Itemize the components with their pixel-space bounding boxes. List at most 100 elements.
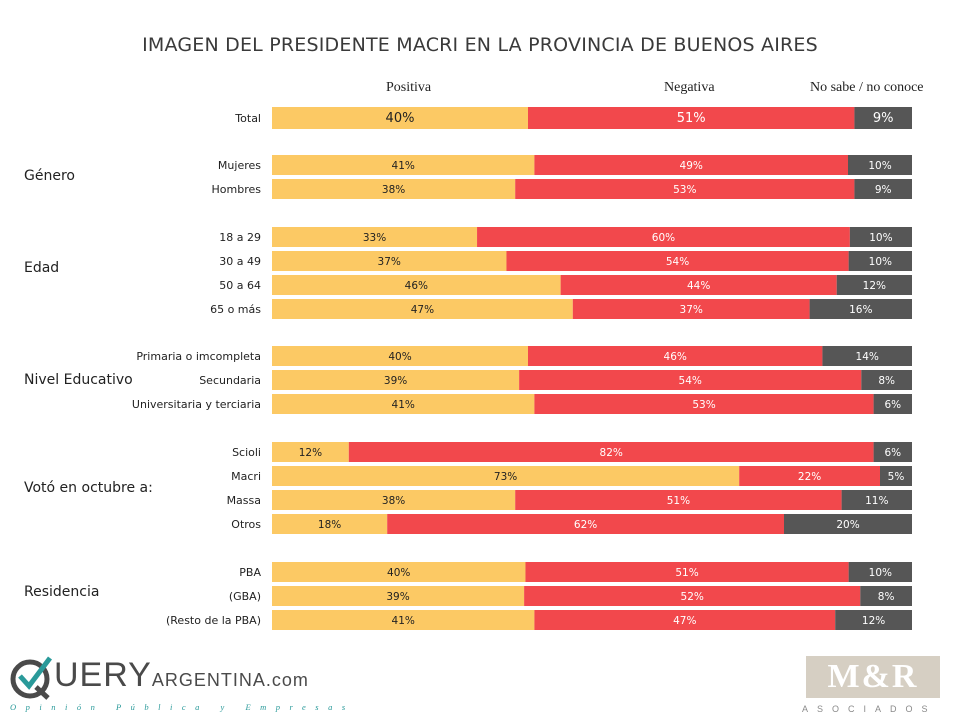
row-label: 30 a 49 (219, 255, 261, 268)
data-label: 60% (652, 232, 675, 244)
bar-segment (528, 107, 855, 129)
data-label: 38% (382, 184, 405, 196)
row-label: Otros (231, 518, 261, 531)
data-label: 8% (878, 591, 895, 603)
data-label: 39% (384, 375, 407, 387)
bar-segment (348, 442, 874, 462)
data-label: 49% (680, 160, 703, 172)
data-label: 6% (884, 399, 901, 411)
data-label: 5% (888, 471, 905, 483)
mr-asociados-logo: M&R ASOCIADOS (790, 654, 950, 718)
bar-segment (272, 179, 516, 199)
data-label: 51% (667, 495, 690, 507)
data-label: 41% (392, 399, 415, 411)
data-label: 47% (411, 304, 434, 316)
bar-segment (272, 227, 478, 247)
bar-segment (272, 586, 525, 606)
bar-segment (560, 275, 837, 295)
bar-segment (387, 514, 784, 534)
mr-subtitle: ASOCIADOS (802, 704, 937, 714)
data-label: 10% (869, 567, 892, 579)
data-label: 33% (363, 232, 386, 244)
data-label: 10% (869, 232, 892, 244)
data-label: 53% (692, 399, 715, 411)
data-label: 10% (868, 160, 891, 172)
data-label: 51% (677, 111, 706, 126)
bar-segment (272, 275, 561, 295)
bar-segment (848, 562, 912, 582)
bar-segment (860, 586, 912, 606)
bar-segment (835, 610, 912, 630)
row-label: Mujeres (218, 159, 261, 172)
bar-segment (272, 394, 535, 414)
bar-segment (519, 370, 862, 390)
row-label: 18 a 29 (219, 231, 261, 244)
bar-segment (873, 394, 912, 414)
bar-segment (849, 227, 912, 247)
data-label: 37% (680, 304, 703, 316)
mr-box: M&R (806, 656, 940, 698)
data-label: 10% (869, 256, 892, 268)
legend-negative: Negativa (664, 80, 715, 95)
data-label: 62% (574, 519, 597, 531)
bar-segment (515, 490, 842, 510)
bar-segment (477, 227, 850, 247)
data-label: 40% (386, 111, 415, 126)
query-check-icon (10, 656, 52, 700)
bar-segment (524, 586, 861, 606)
row-label: (GBA) (229, 590, 261, 603)
bar-segment (272, 251, 507, 271)
data-label: 12% (862, 615, 885, 627)
group-label: Edad (24, 260, 59, 276)
bar-segment (272, 370, 520, 390)
bar-segment (848, 251, 912, 271)
row-label: Macri (231, 470, 261, 483)
bar-segment (272, 107, 528, 129)
bar-segment (739, 466, 880, 486)
data-label: 41% (392, 160, 415, 172)
legend-unknown: No sabe / no conoce (810, 80, 924, 95)
data-label: 9% (873, 111, 894, 126)
data-label: 12% (863, 280, 886, 292)
bar-segment (515, 179, 855, 199)
data-label: 37% (378, 256, 401, 268)
data-label: 20% (836, 519, 859, 531)
data-label: 6% (884, 447, 901, 459)
data-label: 47% (673, 615, 696, 627)
data-label: 12% (299, 447, 322, 459)
bar-segment (534, 155, 848, 175)
bar-segment (854, 179, 912, 199)
mr-text: M&R (827, 658, 919, 695)
data-label: 44% (687, 280, 710, 292)
row-label: (Resto de la PBA) (166, 614, 261, 627)
bar-segment (784, 514, 912, 534)
bar-segment (525, 562, 849, 582)
bar-segment (572, 299, 810, 319)
data-label: 8% (878, 375, 895, 387)
row-label: PBA (239, 566, 261, 579)
data-label: 52% (681, 591, 704, 603)
data-label: 38% (382, 495, 405, 507)
bar-segment (861, 370, 912, 390)
bar-segment (836, 275, 912, 295)
data-label: 11% (865, 495, 888, 507)
row-label: Scioli (232, 446, 261, 459)
row-label: Universitaria y terciaria (132, 398, 261, 411)
data-label: 82% (600, 447, 623, 459)
query-brand-text: UERYARGENTINA.com (54, 656, 309, 694)
bar-segment (272, 346, 528, 366)
data-label: 46% (664, 351, 687, 363)
row-label: Secundaria (199, 374, 261, 387)
data-label: 73% (494, 471, 517, 483)
bar-segment (272, 442, 349, 462)
row-label: Primaria o imcompleta (136, 350, 261, 363)
bar-segment (272, 490, 516, 510)
data-label: 16% (849, 304, 872, 316)
bar-segment (873, 442, 912, 462)
bar-segment (534, 394, 874, 414)
bar-segment (534, 610, 836, 630)
row-label: 50 a 64 (219, 279, 261, 292)
bar-segment (848, 155, 912, 175)
row-label: 65 o más (210, 303, 261, 316)
